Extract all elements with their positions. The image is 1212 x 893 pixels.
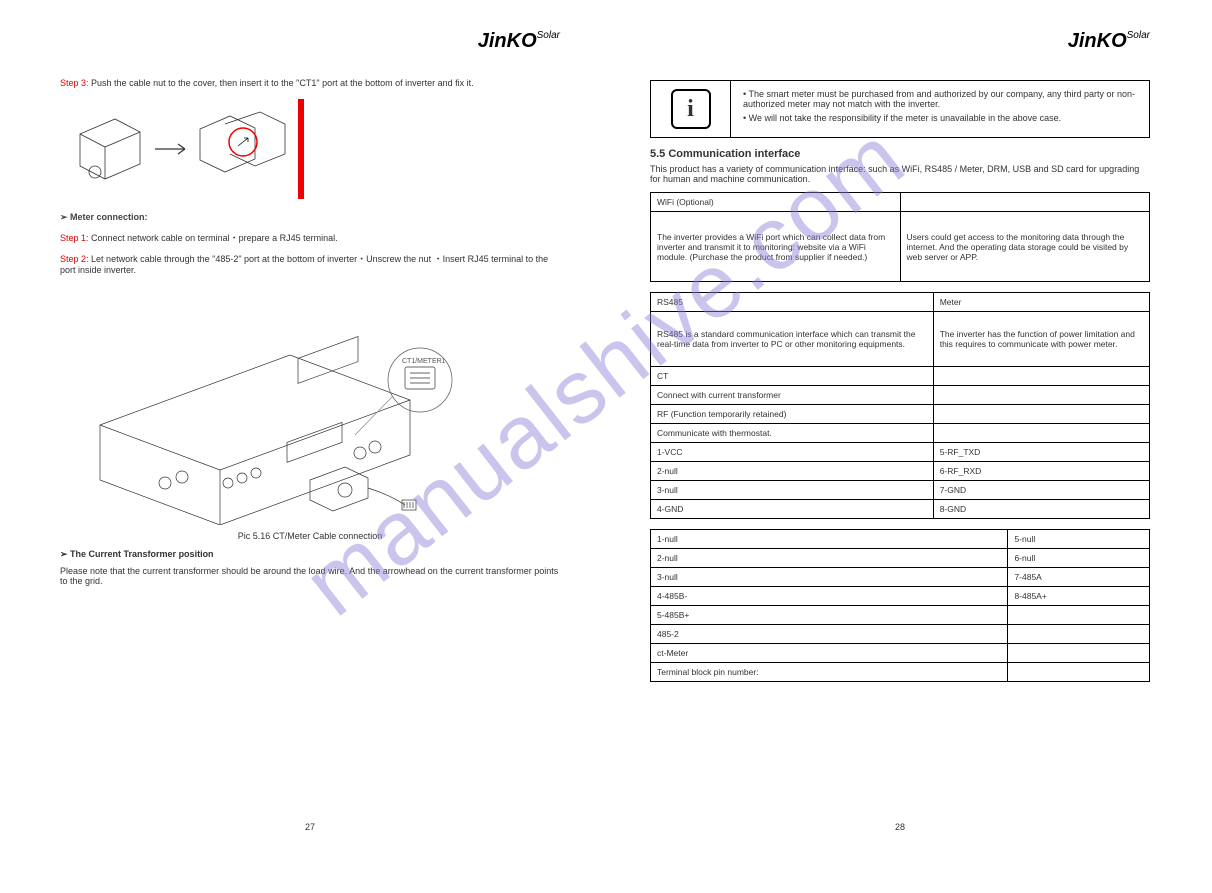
page-number-left: 27 (305, 822, 315, 832)
brand-logo-left: JinKOSolar (478, 30, 560, 53)
t2r4c0: RF (Function temporarily retained) (651, 405, 934, 424)
t2r1c1: The inverter has the function of power l… (933, 312, 1149, 367)
page-left: JinKOSolar Step 3: Push the cable nut to… (30, 20, 590, 840)
t2r0c0: RS485 (651, 293, 934, 312)
meter-step2-text: Let network cable through the "485-2" po… (60, 254, 548, 275)
meter-step1: Step 1: Connect network cable on termina… (60, 231, 560, 244)
t3r5c0: 485-2 (651, 625, 1008, 644)
t2r5c0: Communicate with thermostat. (651, 424, 934, 443)
brand-name: JinKO (478, 30, 537, 52)
wifi-c1: The inverter provides a WiFi port which … (651, 212, 901, 282)
wifi-c2: Users could get access to the monitoring… (900, 212, 1150, 282)
step3-line: Step 3: Push the cable nut to the cover,… (60, 78, 560, 88)
rs485-table: RS485Meter RS485 is a standard communica… (650, 292, 1150, 519)
t2r9c1: 8-GND (933, 500, 1149, 519)
step3-label: Step 3: (60, 78, 89, 88)
t3r3c1: 8-485A+ (1008, 587, 1150, 606)
t3r7c0: Terminal block pin number: (651, 663, 1008, 682)
info-icon-cell: i (651, 81, 731, 137)
t2r6c1: 5-RF_TXD (933, 443, 1149, 462)
t3r4c1 (1008, 606, 1150, 625)
brand-suffix-r: Solar (1127, 30, 1150, 41)
ct-heading: ➢ The Current Transformer position (60, 549, 560, 560)
t3r2c0: 3-null (651, 568, 1008, 587)
t2r2c0: CT (651, 367, 934, 386)
t3r6c0: ct-Meter (651, 644, 1008, 663)
t3r6c1 (1008, 644, 1150, 663)
t2r6c0: 1-VCC (651, 443, 934, 462)
t3r0c1: 5-null (1008, 530, 1150, 549)
meter-step1-label: Step 1: (60, 233, 89, 243)
t3r3c0: 4-485B- (651, 587, 1008, 606)
t2r5c1 (933, 424, 1149, 443)
t2r7c0: 2-null (651, 462, 934, 481)
pin-table: 1-null5-null 2-null6-null 3-null7-485A 4… (650, 529, 1150, 682)
inverter-diagram: CT1/METER1 (60, 305, 490, 525)
brand-suffix: Solar (537, 30, 560, 41)
t3r4c0: 5-485B+ (651, 606, 1008, 625)
t2r8c1: 7-GND (933, 481, 1149, 500)
wifi-h2 (900, 193, 1150, 212)
t2r1c0: RS485 is a standard communication interf… (651, 312, 934, 367)
page-number-right: 28 (895, 822, 905, 832)
info-note-box: i • The smart meter must be purchased fr… (650, 80, 1150, 138)
t3r1c1: 6-null (1008, 549, 1150, 568)
meter-step2: Step 2: Let network cable through the "4… (60, 252, 560, 275)
meter-step2-label: Step 2: (60, 254, 89, 264)
brand-name-r: JinKO (1068, 30, 1127, 52)
connector-diagram (60, 94, 320, 204)
t2r2c1 (933, 367, 1149, 386)
info-text-cell: • The smart meter must be purchased from… (731, 81, 1149, 137)
info-note-2: • We will not take the responsibility if… (743, 113, 1137, 123)
t2r4c1 (933, 405, 1149, 424)
t2r3c1 (933, 386, 1149, 405)
inverter-svg: CT1/METER1 (60, 305, 490, 525)
t2r9c0: 4-GND (651, 500, 934, 519)
t3r5c1 (1008, 625, 1150, 644)
comm-sub: This product has a variety of communicat… (650, 164, 1150, 184)
brand-logo-right: JinKOSolar (1068, 30, 1150, 53)
ct-para: Please note that the current transformer… (60, 566, 560, 586)
t3r2c1: 7-485A (1008, 568, 1150, 587)
meter-heading: ➢ Meter connection: (60, 212, 560, 223)
t2r7c1: 6-RF_RXD (933, 462, 1149, 481)
pic-5-16-caption: Pic 5.16 CT/Meter Cable connection (60, 531, 560, 541)
t2r0c1: Meter (933, 293, 1149, 312)
t3r1c0: 2-null (651, 549, 1008, 568)
red-pull-tab (298, 99, 304, 199)
wifi-h1: WiFi (Optional) (651, 193, 901, 212)
meter-step1-text: Connect network cable on terminal・prepar… (91, 233, 338, 243)
t2r3c0: Connect with current transformer (651, 386, 934, 405)
t3r0c0: 1-null (651, 530, 1008, 549)
connector-svg (60, 94, 320, 204)
page-right: JinKOSolar i • The smart meter must be p… (620, 20, 1180, 840)
comm-heading: 5.5 Communication interface (650, 148, 1150, 160)
t2r8c0: 3-null (651, 481, 934, 500)
svg-text:CT1/METER1: CT1/METER1 (402, 358, 446, 365)
t3r7c1 (1008, 663, 1150, 682)
wifi-table: WiFi (Optional) The inverter provides a … (650, 192, 1150, 282)
info-icon: i (671, 89, 711, 129)
step3-text: Push the cable nut to the cover, then in… (91, 78, 474, 88)
info-note-1: • The smart meter must be purchased from… (743, 89, 1137, 109)
